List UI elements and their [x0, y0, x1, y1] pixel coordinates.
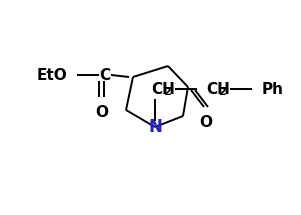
Text: N: N	[148, 118, 162, 136]
Text: 2: 2	[163, 87, 171, 97]
Text: 2: 2	[218, 87, 226, 97]
Text: CH: CH	[206, 81, 230, 97]
Text: O: O	[200, 115, 213, 130]
Text: C: C	[99, 68, 110, 83]
Text: O: O	[95, 105, 108, 120]
Text: EtO: EtO	[36, 68, 67, 83]
Text: CH: CH	[151, 81, 175, 97]
Text: Ph: Ph	[262, 81, 284, 97]
